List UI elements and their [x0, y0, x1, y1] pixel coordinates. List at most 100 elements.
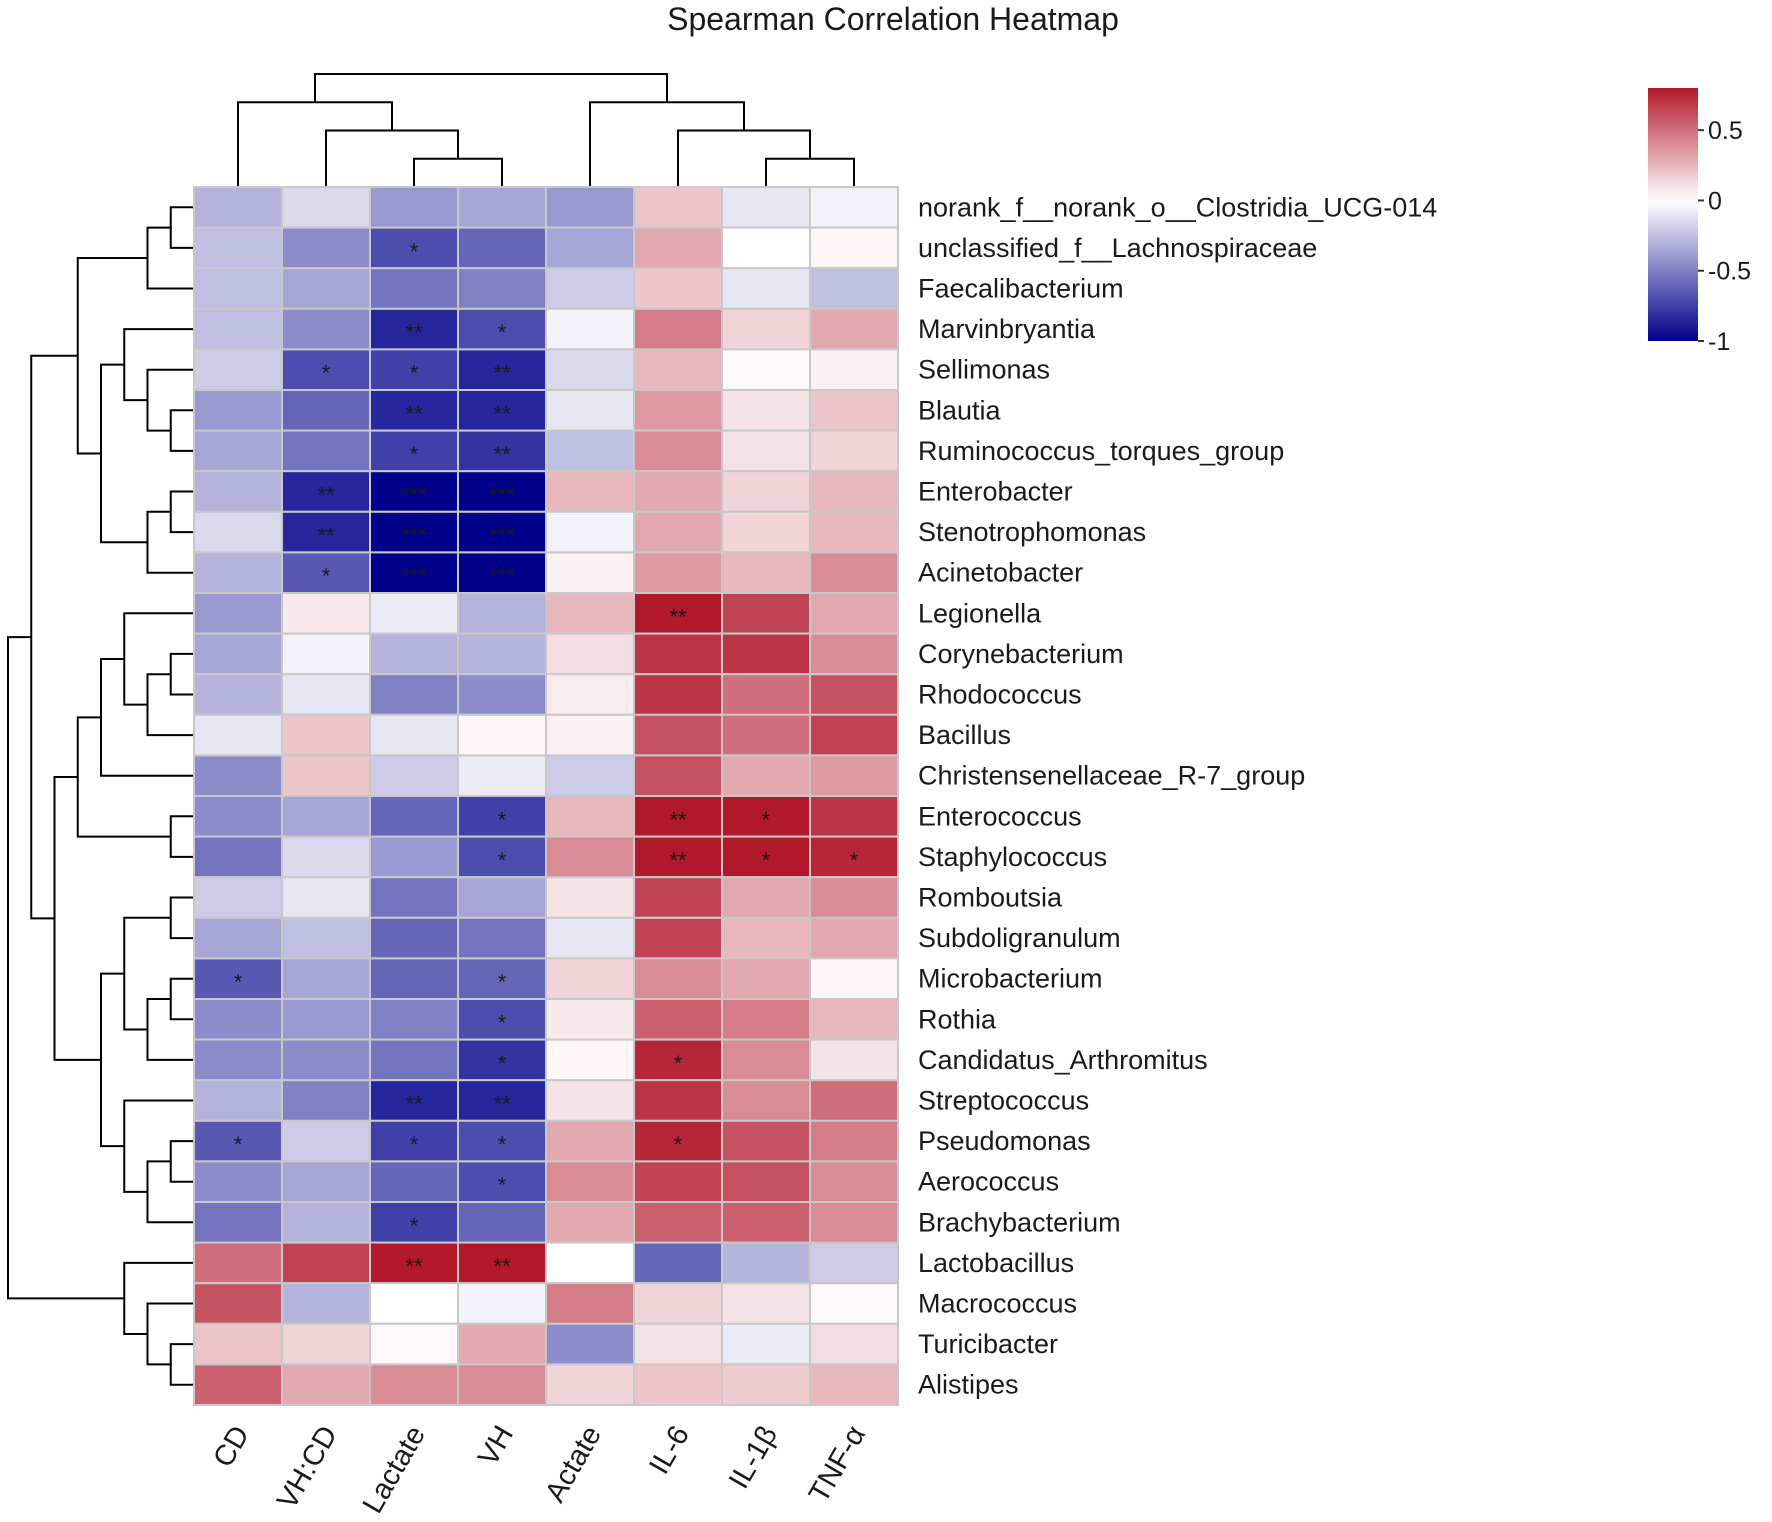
heatmap-cell — [281, 835, 371, 879]
heatmap-cell — [721, 470, 811, 513]
heatmap-cell — [721, 551, 811, 595]
heatmap-cell — [545, 1201, 635, 1244]
dendrogram-branch — [123, 1261, 194, 1335]
dendrogram-branch — [314, 73, 668, 103]
heatmap-cell — [545, 226, 635, 270]
column-label: IL-1β — [723, 1421, 784, 1495]
heatmap-cell — [633, 916, 723, 960]
heatmap-cell — [545, 713, 635, 757]
heatmap-cell — [193, 267, 283, 310]
heatmap-cell — [545, 348, 635, 391]
significance-mark: * — [410, 361, 419, 386]
heatmap-cell — [457, 1363, 547, 1407]
heatmap-cell — [545, 186, 635, 229]
significance-mark: ** — [669, 807, 687, 832]
heatmap-cell — [369, 186, 459, 229]
heatmap-cell — [193, 1201, 283, 1244]
heatmap-cell — [633, 1322, 723, 1366]
heatmap-cell — [633, 186, 723, 229]
colorbar-gradient — [1648, 88, 1698, 341]
significance-mark: ** — [405, 1092, 423, 1117]
heatmap-cell — [721, 1201, 811, 1244]
significance-mark: * — [498, 848, 507, 873]
significance-mark: ** — [405, 401, 423, 426]
dendrogram-branch — [169, 652, 194, 696]
heatmap-cell — [721, 429, 811, 473]
heatmap-cell — [281, 1079, 371, 1122]
row-labels: norank_f__norank_o__Clostridia_UCG-014un… — [918, 192, 1437, 1399]
heatmap-cell — [633, 1119, 723, 1163]
heatmap-cell — [369, 916, 459, 960]
row-label: Brachybacterium — [918, 1207, 1121, 1237]
heatmap-cell — [809, 1119, 899, 1163]
heatmap-cell — [281, 1038, 371, 1082]
heatmap-cell — [193, 673, 283, 716]
heatmap-cell — [193, 1363, 283, 1407]
significance-mark: ** — [493, 401, 511, 426]
heatmap-cell — [633, 226, 723, 270]
heatmap-cell — [457, 916, 547, 960]
dendrogram-branch — [169, 206, 194, 249]
row-label: Lactobacillus — [918, 1248, 1074, 1278]
heatmap-cell — [809, 1038, 899, 1082]
heatmap-cell — [193, 713, 283, 757]
heatmap-cell — [809, 795, 899, 838]
column-dendrogram — [237, 73, 855, 187]
heatmap-cell — [193, 1241, 283, 1285]
heatmap-cell — [633, 1160, 723, 1204]
row-label: Enterococcus — [918, 801, 1082, 831]
heatmap-cell — [281, 1119, 371, 1163]
heatmap-cell — [721, 510, 811, 554]
significance-mark: ** — [493, 1254, 511, 1279]
significance-marks: *** ** * **** *** **** *** ***** *** **** *** *****… — [234, 239, 859, 1279]
heatmap-cell — [721, 267, 811, 310]
heatmap-cell — [457, 307, 547, 351]
row-label: Acinetobacter — [918, 558, 1083, 588]
heatmap-cell — [369, 226, 459, 270]
heatmap-cell — [369, 998, 459, 1041]
significance-mark: * — [410, 442, 419, 467]
column-label: Lactate — [357, 1421, 432, 1519]
heatmap-cell — [457, 267, 547, 310]
dendrogram-branch — [169, 815, 194, 858]
heatmap-cell — [545, 1079, 635, 1122]
heatmap-cell — [457, 186, 547, 229]
heatmap-cell — [457, 998, 547, 1041]
heatmap-cell — [281, 876, 371, 919]
significance-mark: * — [762, 807, 771, 832]
column-label: VH — [472, 1421, 520, 1472]
heatmap-cell — [281, 795, 371, 838]
heatmap-cell — [369, 470, 459, 513]
heatmap-cell — [281, 1241, 371, 1285]
heatmap-cell — [809, 389, 899, 432]
significance-mark: ** — [669, 604, 687, 629]
row-dendrogram — [7, 206, 194, 1386]
heatmap-cell — [545, 835, 635, 879]
colorbar-tick-label: -1 — [1708, 328, 1730, 356]
heatmap-cell — [721, 673, 811, 716]
row-label: Macrococcus — [918, 1289, 1077, 1319]
heatmap-cell — [721, 226, 811, 270]
heatmap-cell — [633, 1201, 723, 1244]
heatmap-cell — [281, 998, 371, 1041]
heatmap-cell — [457, 754, 547, 798]
heatmap-cell — [809, 1201, 899, 1244]
heatmap-cell — [281, 1282, 371, 1325]
significance-mark: * — [498, 1010, 507, 1035]
heatmap-cell — [281, 186, 371, 229]
heatmap-cell — [193, 957, 283, 1001]
heatmap-cell — [193, 226, 283, 270]
heatmap-cell — [193, 1282, 283, 1325]
heatmap-cell — [721, 1363, 811, 1407]
heatmap-cell — [193, 1038, 283, 1082]
heatmap-cell — [281, 592, 371, 635]
dendrogram-branch — [169, 490, 194, 534]
heatmap-cell — [281, 389, 371, 432]
heatmap-cell — [369, 835, 459, 879]
dendrogram-branch — [169, 977, 194, 1021]
row-label: Corynebacterium — [918, 639, 1124, 669]
dendrogram-branch — [7, 636, 125, 1300]
significance-mark: ** — [493, 361, 511, 386]
row-label: Turicibacter — [918, 1329, 1058, 1359]
heatmap-cell — [809, 1322, 899, 1366]
